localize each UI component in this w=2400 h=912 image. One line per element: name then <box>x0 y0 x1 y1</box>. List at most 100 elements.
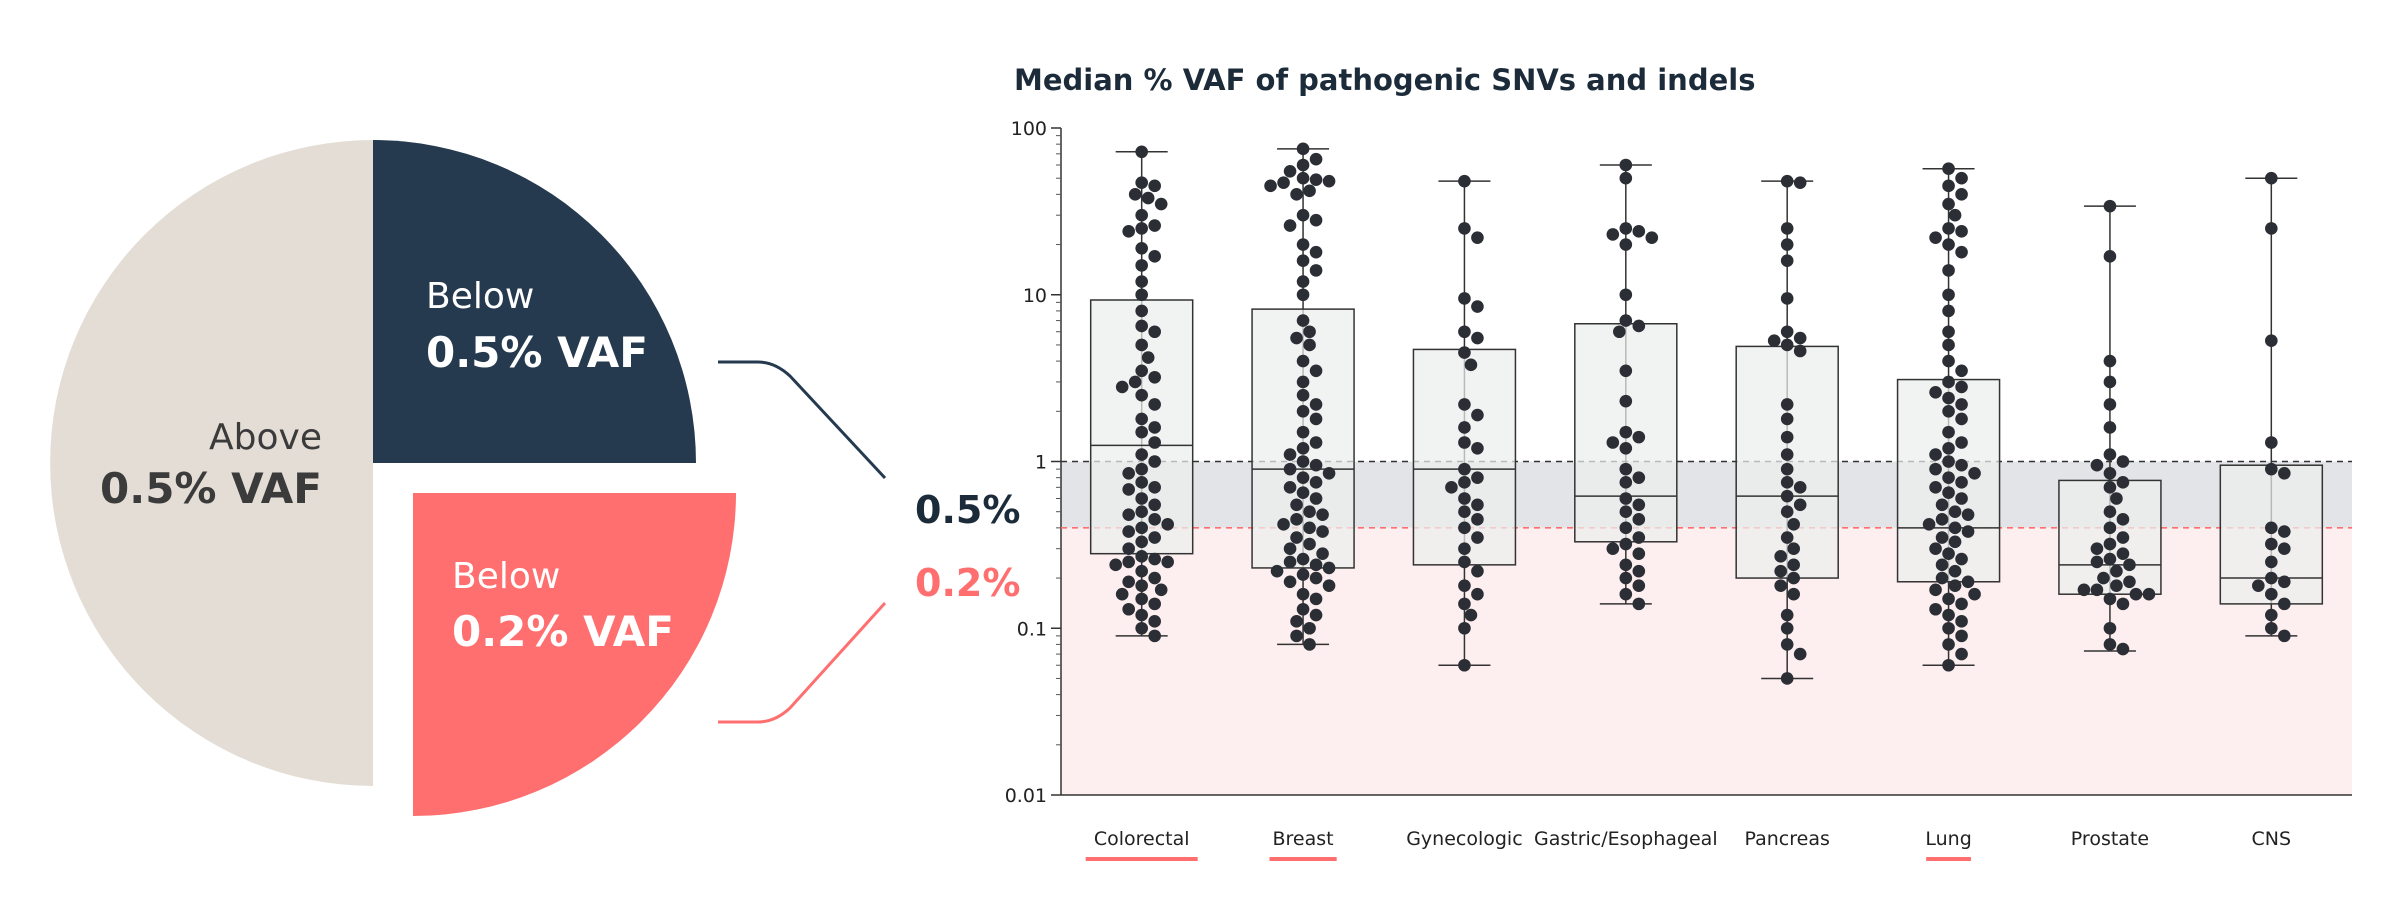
data-point <box>1141 191 1155 205</box>
data-point <box>2103 448 2117 461</box>
pie-label-below05-line2: 0.5% VAF <box>426 328 648 377</box>
data-point <box>1929 386 1942 399</box>
x-tick-label-pancreas: Pancreas <box>1745 828 1830 850</box>
data-point <box>1135 448 1148 461</box>
data-point <box>2103 354 2117 368</box>
data-point <box>2123 558 2136 572</box>
box <box>2058 479 2162 595</box>
data-point <box>2278 629 2291 643</box>
data-point <box>1458 222 1471 235</box>
data-point <box>1322 561 1336 575</box>
data-point <box>1929 448 1942 461</box>
data-point <box>1619 571 1633 585</box>
pie-slice-below-02 <box>413 493 736 816</box>
data-point <box>1322 174 1336 188</box>
data-point <box>1942 264 1955 277</box>
data-point <box>1632 319 1646 333</box>
data-point <box>1135 288 1148 302</box>
data-point <box>1296 275 1310 288</box>
data-point <box>1955 597 1968 611</box>
data-point <box>1277 518 1290 531</box>
data-point <box>2278 542 2291 555</box>
data-point <box>1309 458 1323 472</box>
data-point <box>1148 398 1161 411</box>
data-point <box>1445 481 1458 494</box>
data-point <box>1296 354 1310 368</box>
data-point <box>1942 338 1955 352</box>
callout-label-02: 0.2% <box>915 561 1020 605</box>
data-point <box>1309 364 1323 378</box>
data-point <box>1303 638 1316 651</box>
data-point <box>2265 171 2278 185</box>
data-point <box>1942 375 1955 389</box>
data-point <box>1780 462 1794 476</box>
data-point <box>1309 412 1323 426</box>
data-point <box>1135 521 1148 535</box>
data-point <box>1471 441 1484 455</box>
data-point <box>1283 448 1297 461</box>
data-point <box>1296 375 1310 389</box>
data-point <box>1955 436 1968 449</box>
data-point <box>1122 525 1135 538</box>
data-point <box>1296 587 1310 601</box>
data-point <box>1619 238 1633 251</box>
chart-title: Median % VAF of pathogenic SNVs and inde… <box>1014 63 1755 97</box>
data-point <box>1632 564 1646 578</box>
data-point <box>1780 292 1794 305</box>
data-point <box>1619 171 1633 185</box>
callouts: 0.5% 0.2% <box>718 360 1020 724</box>
data-point <box>1942 425 1955 439</box>
data-point <box>1148 552 1161 566</box>
data-point <box>1929 583 1942 597</box>
data-point <box>1793 647 1807 661</box>
box-group-cns <box>2219 171 2324 643</box>
pie-label-above-line2: 0.5% VAF <box>100 464 322 513</box>
x-tick-label-gynecologic: Gynecologic <box>1406 828 1522 850</box>
pie-label-below05-line1: Below <box>426 276 534 317</box>
data-point <box>2090 458 2104 472</box>
data-point <box>1942 304 1955 318</box>
callout-label-05: 0.5% <box>915 488 1020 532</box>
x-tick-label-colorectal: Colorectal <box>1094 828 1190 850</box>
data-point <box>1780 338 1794 352</box>
data-point <box>1296 314 1310 327</box>
data-point <box>2103 552 2117 566</box>
data-point <box>1955 458 1968 472</box>
y-tick-label-1: 1 <box>1035 452 1047 474</box>
data-point <box>1464 608 1478 622</box>
data-point <box>1619 558 1633 572</box>
x-tick-label-gastric-esophageal: Gastric/Esophageal <box>1534 828 1718 850</box>
data-point <box>1115 587 1129 601</box>
pie-label-below02-line2: 0.2% VAF <box>452 607 674 656</box>
data-point <box>1296 602 1310 616</box>
data-point <box>1296 471 1310 484</box>
data-point <box>1787 558 1800 572</box>
data-point <box>1296 388 1310 402</box>
data-point <box>1115 380 1129 394</box>
data-point <box>2265 462 2278 476</box>
data-point <box>1948 535 1962 549</box>
data-point <box>1619 158 1633 172</box>
data-point <box>1780 412 1794 426</box>
data-point <box>1632 597 1646 611</box>
data-point <box>2103 481 2117 494</box>
data-point <box>1619 462 1633 476</box>
connector-02 <box>718 601 887 724</box>
data-point <box>1458 462 1471 476</box>
data-point <box>1458 597 1471 611</box>
data-point <box>1942 354 1955 368</box>
data-point <box>1148 498 1161 512</box>
data-point <box>2110 579 2123 592</box>
data-point <box>2103 621 2117 635</box>
data-point <box>1929 481 1942 494</box>
x-tick-label-lung: Lung <box>1925 828 1971 850</box>
data-point <box>1942 405 1955 418</box>
data-point <box>2097 571 2110 585</box>
data-point <box>1942 179 1955 193</box>
data-point <box>1458 174 1471 188</box>
data-point <box>2278 466 2291 480</box>
data-point <box>1303 338 1316 352</box>
data-point <box>1128 375 1142 389</box>
data-point <box>1929 462 1942 476</box>
data-point <box>1148 325 1161 339</box>
